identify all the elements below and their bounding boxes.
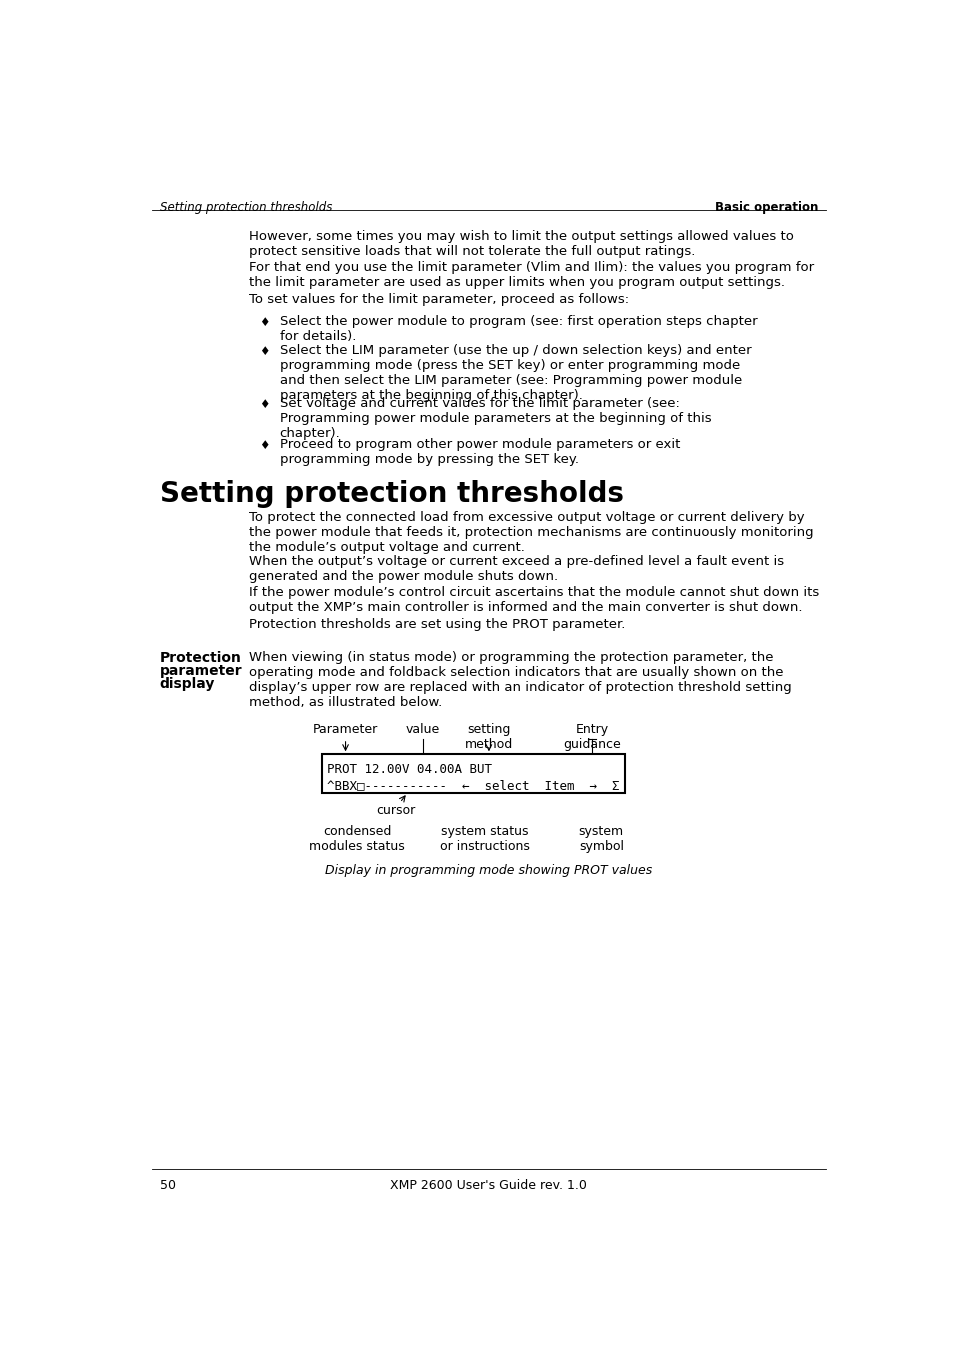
Text: Proceed to program other power module parameters or exit
programming mode by pre: Proceed to program other power module pa…	[279, 438, 679, 466]
Text: When the output’s voltage or current exceed a pre-defined level a fault event is: When the output’s voltage or current exc…	[249, 555, 783, 582]
Text: value: value	[405, 723, 439, 736]
Bar	[322, 754, 624, 793]
Text: Entry
guidance: Entry guidance	[562, 723, 620, 751]
Text: setting
method: setting method	[464, 723, 513, 751]
Text: To set values for the limit parameter, proceed as follows:: To set values for the limit parameter, p…	[249, 293, 629, 307]
Text: Basic operation: Basic operation	[714, 200, 818, 213]
Text: Set voltage and current values for the limit parameter (see:
Programming power m: Set voltage and current values for the l…	[279, 397, 711, 440]
Text: ♦: ♦	[258, 397, 269, 411]
Text: ♦: ♦	[258, 345, 269, 358]
Text: Setting protection thresholds: Setting protection thresholds	[159, 480, 623, 508]
Text: ♦: ♦	[258, 316, 269, 330]
Text: parameter: parameter	[159, 665, 242, 678]
Text: Protection: Protection	[159, 651, 241, 665]
Text: Select the power module to program (see: first operation steps chapter
for detai: Select the power module to program (see:…	[279, 315, 757, 343]
Text: cursor: cursor	[375, 804, 416, 817]
Text: system status
or instructions: system status or instructions	[439, 825, 530, 852]
Text: display: display	[159, 677, 214, 692]
Text: condensed
modules status: condensed modules status	[309, 825, 405, 852]
Text: Select the LIM parameter (use the up / down selection keys) and enter
programmin: Select the LIM parameter (use the up / d…	[279, 345, 751, 401]
Text: To protect the connected load from excessive output voltage or current delivery : To protect the connected load from exces…	[249, 511, 813, 554]
Text: PROT 12.00V 04.00A BUT: PROT 12.00V 04.00A BUT	[327, 763, 492, 777]
Text: Parameter: Parameter	[313, 723, 377, 736]
Text: system
symbol: system symbol	[578, 825, 623, 852]
Text: Display in programming mode showing PROT values: Display in programming mode showing PROT…	[325, 863, 652, 877]
Text: For that end you use the limit parameter (Vlim and Ilim): the values you program: For that end you use the limit parameter…	[249, 262, 814, 289]
Text: However, some times you may wish to limit the output settings allowed values to
: However, some times you may wish to limi…	[249, 230, 794, 258]
Text: ♦: ♦	[258, 439, 269, 451]
Text: 50: 50	[159, 1178, 175, 1192]
Text: Setting protection thresholds: Setting protection thresholds	[159, 200, 332, 213]
Text: When viewing (in status mode) or programming the protection parameter, the
opera: When viewing (in status mode) or program…	[249, 651, 791, 709]
Text: ^BBX□-----------  ←  select  Item  →  Σ: ^BBX□----------- ← select Item → Σ	[327, 780, 618, 792]
Text: Protection thresholds are set using the PROT parameter.: Protection thresholds are set using the …	[249, 617, 625, 631]
Text: If the power module’s control circuit ascertains that the module cannot shut dow: If the power module’s control circuit as…	[249, 586, 819, 615]
Text: XMP 2600 User's Guide rev. 1.0: XMP 2600 User's Guide rev. 1.0	[390, 1178, 587, 1192]
